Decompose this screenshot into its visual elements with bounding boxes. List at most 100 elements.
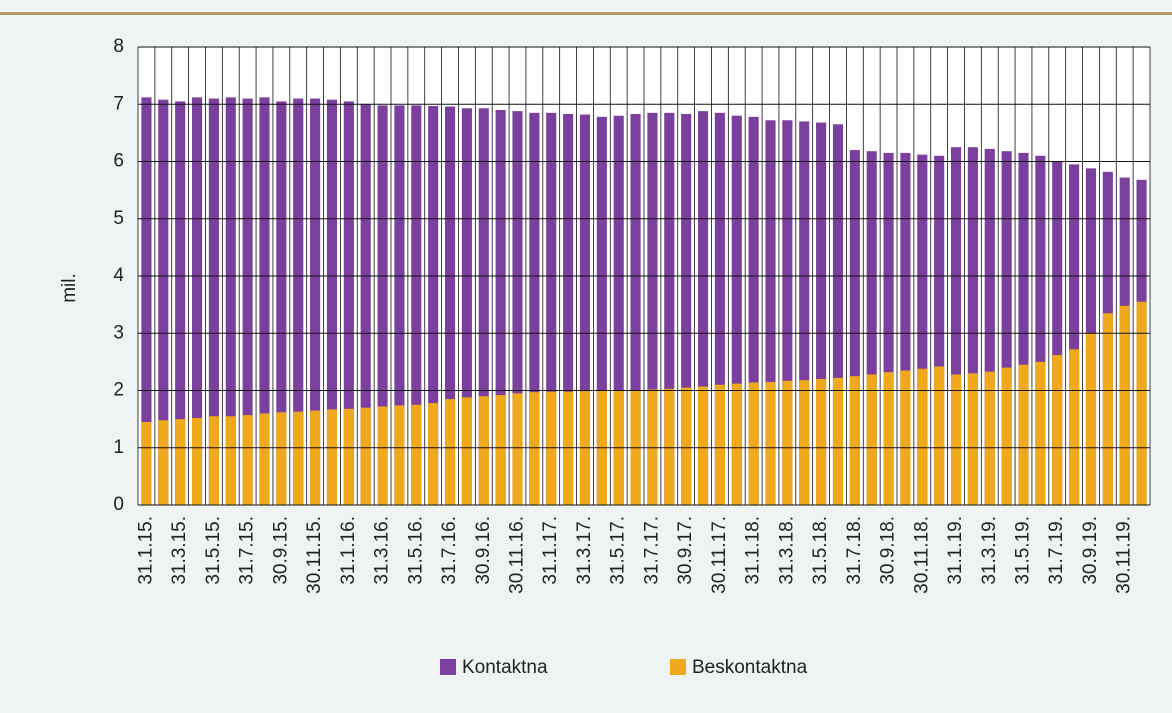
bar	[529, 112, 540, 506]
bar	[832, 377, 844, 505]
x-tick-label: 31.7.15.	[237, 516, 258, 585]
bar	[259, 413, 270, 505]
y-tick-label: 0	[113, 494, 124, 515]
x-tick-label: 30.11.15.	[304, 516, 325, 594]
bar	[883, 152, 894, 505]
bar	[343, 408, 354, 505]
bar	[900, 152, 911, 505]
bar	[208, 416, 219, 505]
bar	[900, 370, 911, 505]
y-tick-label: 1	[113, 437, 124, 458]
x-tick-label: 31.3.19.	[979, 516, 1000, 585]
bar	[360, 407, 371, 505]
bar	[782, 120, 793, 505]
bar	[883, 372, 894, 505]
x-tick-label: 31.1.16.	[338, 516, 359, 585]
bar	[242, 415, 253, 505]
bar	[681, 113, 692, 506]
bar	[478, 396, 489, 505]
x-tick-label: 31.5.18.	[810, 516, 831, 585]
bar	[579, 114, 591, 506]
bar	[259, 97, 270, 505]
bar	[428, 105, 439, 505]
bar	[1085, 333, 1097, 505]
bar	[495, 109, 506, 505]
bar	[984, 148, 995, 505]
bar	[461, 108, 472, 505]
bar	[411, 105, 422, 506]
y-tick-label: 2	[113, 380, 124, 401]
legend-label: Kontaktna	[462, 657, 548, 678]
bar	[546, 112, 557, 506]
bar	[950, 147, 962, 505]
y-tick-label: 5	[113, 208, 124, 229]
bar	[326, 99, 338, 506]
bar	[934, 366, 945, 505]
bar	[917, 368, 928, 505]
bar	[428, 403, 439, 505]
x-tick-label: 31.1.17.	[540, 516, 561, 585]
bar	[1102, 313, 1113, 505]
bar	[596, 116, 607, 505]
bar	[647, 389, 658, 505]
bar	[799, 121, 810, 506]
bar	[326, 409, 338, 505]
bar	[293, 411, 304, 505]
bar	[444, 399, 456, 505]
x-tick-label: 31.3.15.	[169, 516, 190, 585]
bar	[563, 391, 574, 505]
y-tick-label: 6	[113, 151, 124, 172]
bar	[242, 98, 253, 506]
bar	[714, 384, 725, 505]
bar	[613, 115, 624, 505]
x-tick-label: 30.11.16.	[507, 516, 528, 594]
bar	[967, 147, 978, 505]
bar	[461, 397, 472, 505]
bar	[731, 115, 742, 505]
bar	[360, 104, 371, 505]
bar	[1052, 355, 1063, 505]
x-tick-label: 30.11.19.	[1114, 516, 1135, 594]
x-tick-label: 30.9.18.	[878, 516, 899, 585]
bar	[310, 98, 321, 506]
bar	[225, 97, 236, 505]
bar	[208, 98, 219, 506]
bar	[984, 371, 995, 505]
bar	[310, 410, 321, 505]
x-tick-label: 31.5.15.	[203, 516, 224, 585]
bar	[1119, 305, 1130, 505]
bar	[444, 106, 456, 505]
x-tick-label: 31.1.15.	[135, 516, 156, 585]
bar	[377, 105, 388, 506]
bar	[748, 116, 759, 505]
bar	[681, 387, 692, 505]
bar	[563, 113, 574, 506]
bar	[849, 150, 860, 506]
bar	[697, 111, 709, 506]
bar	[1069, 164, 1080, 506]
bar	[664, 112, 675, 506]
bar	[141, 97, 152, 505]
bar	[832, 124, 844, 505]
bar	[849, 376, 860, 505]
bar	[714, 112, 725, 506]
y-tick-label: 3	[113, 322, 124, 343]
bar	[175, 101, 186, 505]
legend-label: Beskontaktna	[692, 657, 808, 678]
bar	[158, 99, 169, 506]
bar	[377, 406, 388, 505]
y-tick-label: 4	[113, 265, 124, 286]
bar	[1001, 151, 1012, 505]
bar	[917, 154, 928, 505]
bar	[411, 404, 422, 505]
bar	[1018, 364, 1029, 505]
bar	[495, 395, 506, 505]
bar	[343, 101, 354, 505]
bar	[394, 105, 405, 506]
x-tick-label: 31.3.17.	[574, 516, 595, 585]
bar	[697, 386, 709, 505]
bar	[394, 405, 405, 505]
bar	[529, 392, 540, 505]
